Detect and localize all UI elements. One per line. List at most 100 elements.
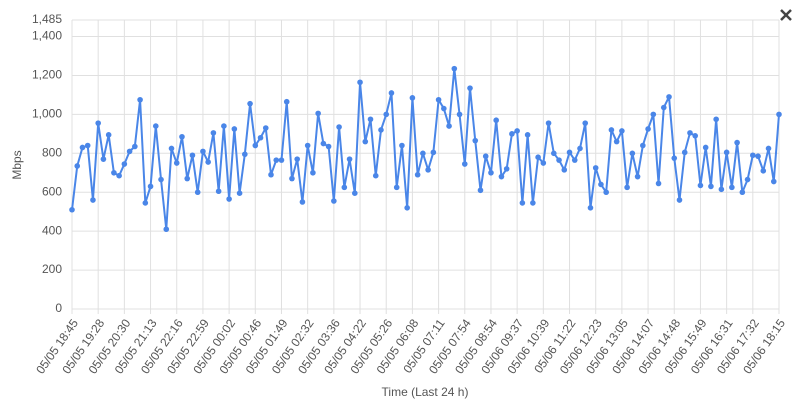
data-point (598, 181, 604, 188)
data-point (79, 144, 86, 151)
data-point (435, 96, 442, 103)
data-point (200, 148, 206, 155)
data-point (236, 190, 243, 197)
data-point (179, 133, 185, 140)
data-point (765, 145, 772, 152)
data-point (126, 148, 133, 155)
data-point (399, 142, 405, 149)
data-point (535, 154, 541, 161)
data-point (320, 140, 327, 147)
data-point (331, 198, 337, 204)
data-point (404, 205, 410, 211)
data-point (561, 167, 568, 173)
data-point (393, 184, 400, 191)
data-point (451, 65, 458, 72)
data-point (84, 142, 91, 149)
data-point (723, 149, 730, 156)
data-point (582, 120, 589, 126)
data-point (116, 172, 122, 179)
data-point (456, 111, 463, 118)
data-point (708, 183, 714, 190)
data-point (152, 123, 159, 129)
data-point (488, 169, 494, 176)
data-point (467, 85, 473, 91)
data-point (676, 197, 683, 203)
y-tick-label: 0 (55, 301, 62, 315)
data-line (71, 67, 780, 231)
y-tick-label: 1,200 (32, 68, 62, 82)
data-point (105, 132, 112, 138)
data-point (729, 184, 735, 191)
data-point (252, 142, 259, 149)
data-point (111, 169, 117, 176)
data-point (566, 149, 573, 156)
data-point (666, 94, 672, 100)
data-point (551, 150, 557, 157)
data-point (90, 197, 96, 203)
close-icon[interactable] (780, 9, 792, 21)
y-tick-label: 200 (42, 262, 62, 276)
data-point (378, 127, 384, 133)
data-point (95, 120, 101, 126)
data-point (592, 165, 599, 171)
data-point (776, 111, 782, 118)
data-point (383, 111, 390, 118)
data-point (472, 137, 479, 144)
y-tick-label: 600 (42, 184, 62, 198)
data-point (184, 175, 191, 182)
data-point (352, 190, 358, 197)
data-point (519, 200, 526, 206)
data-point (509, 131, 515, 137)
data-point (414, 171, 421, 178)
data-point (121, 161, 128, 167)
data-point (357, 79, 363, 86)
data-point (420, 150, 426, 157)
data-point (299, 199, 306, 205)
data-point (158, 176, 164, 183)
data-point (477, 187, 484, 194)
data-point (702, 144, 709, 151)
data-point (613, 138, 620, 145)
close-button[interactable] (780, 9, 792, 21)
data-point (461, 161, 468, 167)
data-point (257, 134, 264, 141)
data-point (168, 145, 175, 152)
data-point (283, 98, 290, 105)
data-point (268, 171, 274, 178)
data-point (346, 156, 353, 162)
data-point (189, 152, 196, 159)
data-point (634, 173, 641, 180)
y-tick-label: 1,000 (32, 107, 62, 121)
x-axis-title: Time (Last 24 h) (382, 385, 469, 399)
data-point (367, 116, 374, 123)
data-point (262, 125, 269, 131)
y-tick-label: 800 (42, 145, 62, 159)
data-point (310, 169, 316, 176)
data-point (430, 149, 437, 156)
data-point (524, 132, 531, 138)
data-point (493, 117, 500, 124)
data-point (289, 175, 295, 182)
data-point (425, 167, 431, 173)
data-point (247, 100, 253, 107)
data-point (142, 200, 149, 206)
data-point (540, 160, 547, 166)
data-point (770, 178, 777, 185)
data-point (687, 130, 693, 136)
data-point (362, 138, 369, 145)
data-point (739, 189, 746, 196)
data-point (304, 142, 311, 149)
y-tick-label: 1,400 (32, 29, 62, 43)
data-point (294, 156, 300, 162)
data-point (718, 186, 725, 193)
data-point (278, 157, 285, 163)
data-point (273, 157, 280, 163)
data-point (388, 90, 395, 96)
data-point (556, 157, 562, 163)
data-point (571, 157, 578, 163)
data-point (713, 116, 719, 123)
data-point (441, 105, 447, 112)
data-point (692, 132, 699, 139)
data-point (482, 153, 489, 160)
data-point (69, 206, 75, 213)
